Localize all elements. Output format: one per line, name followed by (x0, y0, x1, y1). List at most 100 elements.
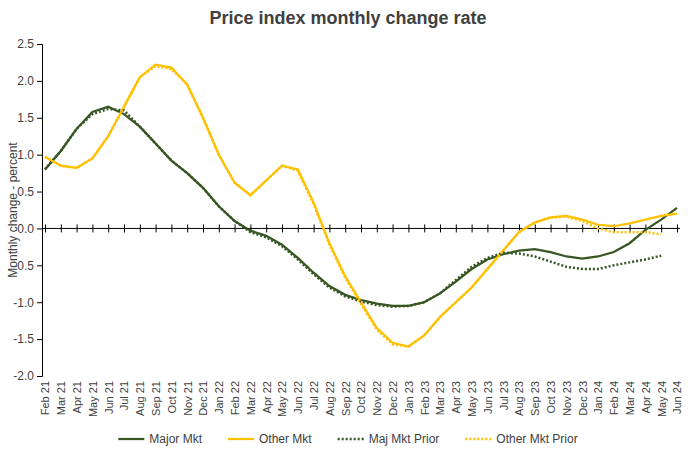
x-tick-label: Feb 21 (39, 381, 51, 415)
series-line (45, 65, 677, 347)
x-tick-mark (661, 224, 662, 232)
x-tick: May 21 (87, 224, 99, 417)
x-tick-label: Apr 23 (450, 381, 462, 413)
series-line (45, 109, 661, 307)
x-tick-mark (203, 224, 204, 232)
x-tick-label: Feb 24 (608, 381, 620, 415)
x-tick-label: Jun 21 (103, 381, 115, 414)
legend-label: Other Mkt Prior (496, 432, 577, 446)
x-tick: Feb 23 (419, 224, 431, 415)
x-tick: Mar 21 (55, 224, 67, 415)
x-tick-mark (45, 224, 46, 232)
plot-area (45, 65, 677, 347)
x-tick: Jun 22 (292, 224, 304, 414)
x-tick-mark (677, 224, 678, 232)
x-tick-label: Jun 24 (671, 381, 683, 414)
y-tick-mark (37, 302, 42, 303)
y-tick: -2.0 (13, 369, 42, 383)
x-tick: May 23 (466, 224, 478, 417)
x-tick-mark (187, 224, 188, 232)
y-tick-mark (37, 376, 42, 377)
x-tick-label: Jan 22 (213, 381, 225, 414)
y-tick-label: -1.0 (13, 296, 34, 310)
x-tick-label: Jul 23 (498, 381, 510, 410)
x-tick: Dec 22 (387, 224, 399, 415)
y-tick: -0.5 (13, 259, 42, 273)
x-tick-mark (456, 224, 457, 232)
x-tick-mark (503, 224, 504, 232)
x-tick-mark (393, 224, 394, 232)
x-tick-label: Dec 22 (387, 381, 399, 416)
x-tick-label: May 23 (466, 381, 478, 417)
y-tick-label: 0.0 (17, 222, 34, 236)
x-tick-label: Mar 21 (55, 381, 67, 415)
x-tick: Nov 21 (182, 224, 194, 415)
x-tick-label: Mar 24 (624, 381, 636, 415)
x-tick-mark (156, 224, 157, 232)
x-tick-label: Jul 22 (308, 381, 320, 410)
y-tick-label: 2.0 (17, 74, 34, 88)
x-tick-label: Aug 21 (134, 381, 146, 416)
x-tick-label: Oct 22 (355, 381, 367, 413)
x-tick: Sep 22 (340, 224, 352, 415)
x-axis: Feb 21 Mar 21 Apr 21 May 21 Jun 21Jul 21 Aug … (39, 224, 683, 417)
x-tick-label: May 24 (656, 381, 668, 417)
x-tick-label: Sep 21 (150, 381, 162, 416)
x-tick: Mar 22 (245, 224, 257, 415)
x-tick-label: Oct 21 (166, 381, 178, 413)
x-tick: Apr 23 (450, 224, 462, 413)
x-tick-mark (298, 224, 299, 232)
x-tick-mark (61, 224, 62, 232)
x-tick-label: Apr 21 (71, 381, 83, 413)
series-line (45, 66, 661, 346)
x-tick: Sep 21 (150, 224, 162, 415)
y-tick-label: -0.5 (13, 259, 34, 273)
x-tick-label: Jan 24 (592, 381, 604, 414)
x-tick: Mar 24 (624, 224, 636, 415)
x-tick-mark (424, 224, 425, 232)
x-tick-label: Nov 21 (182, 381, 194, 416)
x-tick-mark (487, 224, 488, 232)
x-tick-mark (535, 224, 536, 232)
x-tick-mark (124, 224, 125, 232)
x-tick: Apr 24 (640, 224, 652, 413)
x-tick: Dec 23 (577, 224, 589, 415)
x-tick: Apr 22 (261, 224, 273, 413)
x-tick-label: Feb 22 (229, 381, 241, 415)
x-tick-label: Nov 22 (371, 381, 383, 416)
y-tick-mark (37, 228, 42, 229)
x-tick: Oct 22 (355, 224, 367, 413)
x-tick-mark (582, 224, 583, 232)
x-tick: Jun 23 (482, 224, 494, 414)
x-tick-mark (566, 224, 567, 232)
x-tick: Aug 21 (134, 224, 146, 415)
y-tick-mark (37, 192, 42, 193)
x-tick-label: Mar 23 (434, 381, 446, 415)
x-tick-label: Dec 23 (577, 381, 589, 416)
x-tick-mark (77, 224, 78, 232)
x-tick-mark (472, 224, 473, 232)
chart: Price index monthly change rateMonthly c… (0, 0, 696, 450)
x-tick-label: Feb 23 (419, 381, 431, 415)
legend-label: Major Mkt (149, 432, 202, 446)
x-tick: Jan 24 (592, 224, 604, 414)
legend-label: Maj Mkt Prior (369, 432, 440, 446)
y-tick-mark (37, 44, 42, 45)
x-tick-mark (329, 224, 330, 232)
y-tick: -1.5 (13, 332, 42, 346)
x-tick-mark (361, 224, 362, 232)
x-tick-mark (171, 224, 172, 232)
x-tick-label: Nov 23 (561, 381, 573, 416)
y-axis-title: Monthly change - percent (6, 142, 20, 278)
x-tick-mark (266, 224, 267, 232)
y-tick-mark (37, 118, 42, 119)
x-tick: Jul 21 (118, 224, 130, 410)
legend-item: Other Mkt (228, 432, 312, 446)
y-tick: -1.0 (13, 296, 42, 310)
y-tick-label: -1.5 (13, 332, 34, 346)
y-axis-line (37, 45, 43, 377)
x-tick: Feb 21 (39, 224, 51, 415)
x-tick: Jan 23 (403, 224, 415, 414)
y-tick-label: 2.5 (17, 37, 34, 51)
y-tick: 0.5 (17, 185, 42, 199)
